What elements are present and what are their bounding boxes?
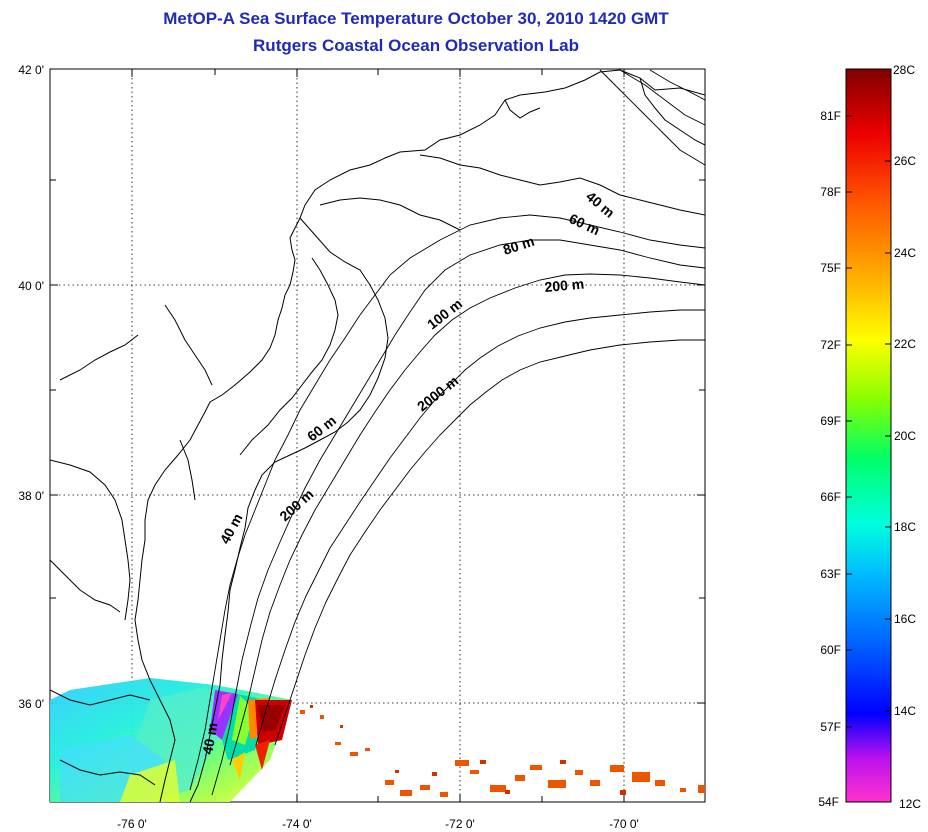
- colorbar-f-81: 81F: [820, 109, 841, 123]
- colorbar-f-60: 60F: [820, 643, 841, 657]
- colorbar-f-54: 54F: [818, 795, 839, 809]
- colorbar-c-12: 12C: [899, 797, 921, 811]
- coastline: [50, 69, 705, 802]
- lon-label-76: -76 0': [117, 817, 147, 831]
- lat-label-40: 40 0': [18, 279, 44, 293]
- lon-label-70: -70 0': [609, 817, 639, 831]
- colorbar-c-26: 26C: [894, 154, 916, 168]
- colorbar-f-75: 75F: [820, 261, 841, 275]
- bathymetry-contours: [189, 69, 705, 796]
- sst-swath: [50, 678, 292, 802]
- lat-label-38: 38 0': [18, 489, 44, 503]
- colorbar-f-69: 69F: [820, 414, 841, 428]
- colorbar-f-57: 57F: [820, 720, 841, 734]
- lon-label-74: -74 0': [282, 817, 312, 831]
- colorbar-c-18: 18C: [894, 520, 916, 534]
- sst-warm-pixels-dark: [310, 705, 626, 795]
- colorbar-c-28: 28C: [893, 63, 915, 77]
- sst-colorbar: 81F 78F 75F 72F 69F 66F 63F 60F 57F 54F …: [818, 63, 921, 811]
- lon-labels: -76 0' -74 0' -72 0' -70 0': [117, 817, 639, 831]
- colorbar-f-72: 72F: [820, 338, 841, 352]
- lon-label-72: -72 0': [445, 817, 475, 831]
- map-subtitle: Rutgers Coastal Ocean Observation Lab: [253, 36, 579, 55]
- depth-label-40m-south: 40 m: [199, 721, 220, 755]
- sst-warm-pixels: [300, 710, 705, 797]
- colorbar-c-22: 22C: [894, 337, 916, 351]
- colorbar-c-24: 24C: [894, 246, 916, 260]
- map-title: MetOP-A Sea Surface Temperature October …: [163, 9, 669, 28]
- colorbar-f-63: 63F: [820, 567, 841, 581]
- lat-labels: 42 0' 40 0' 38 0' 36 0': [18, 63, 44, 711]
- lat-label-36: 36 0': [18, 697, 44, 711]
- colorbar-c-16: 16C: [894, 612, 916, 626]
- colorbar-ramp: [845, 68, 892, 803]
- colorbar-c-14: 14C: [894, 704, 916, 718]
- lat-label-42: 42 0': [18, 63, 44, 77]
- depth-label-200m-north: 200 m: [544, 276, 585, 295]
- colorbar-c-20: 20C: [894, 429, 916, 443]
- colorbar-f-78: 78F: [820, 185, 841, 199]
- colorbar-f-66: 66F: [820, 490, 841, 504]
